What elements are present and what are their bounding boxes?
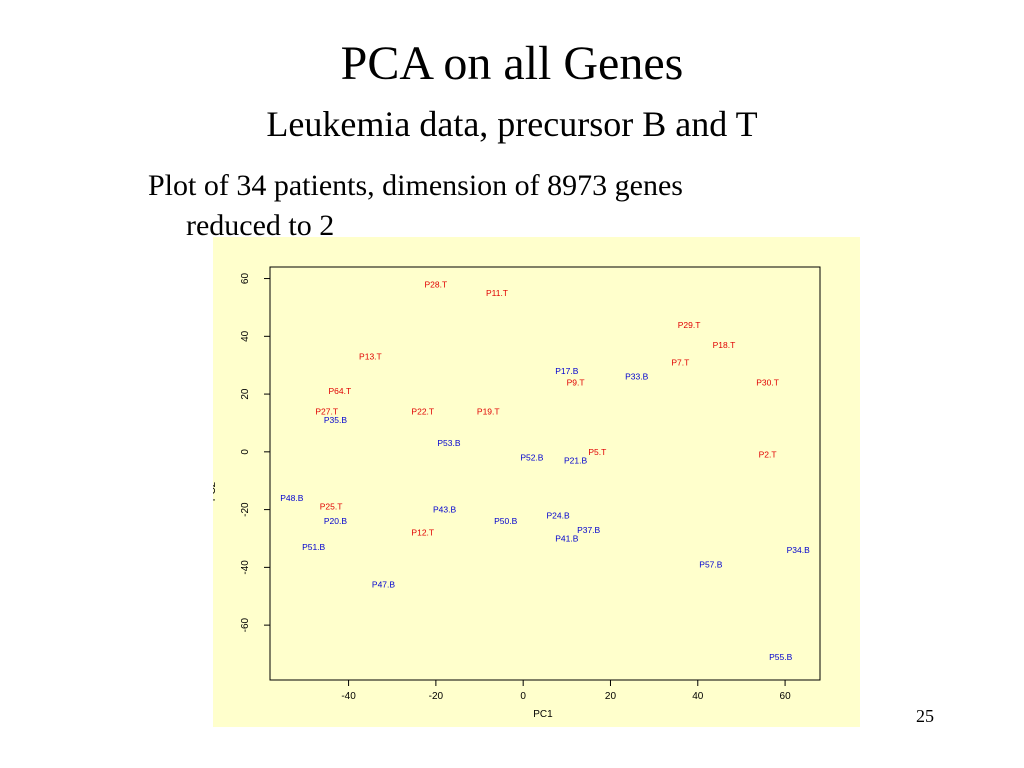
x-tick-label: 0: [520, 691, 526, 702]
point-label-p48-b: P48.B: [280, 493, 303, 503]
point-label-p33-b: P33.B: [625, 372, 648, 382]
point-label-p20-b: P20.B: [324, 516, 347, 526]
point-label-p43-b: P43.B: [433, 505, 456, 515]
point-label-p17-b: P17.B: [555, 366, 578, 376]
x-tick-label: 40: [692, 691, 704, 702]
pca-scatter-plot: -40 -20 0 20 40 60 -60 -40 -20 0 20 40 60 PC1 PC2 P28.…: [213, 237, 860, 727]
x-tick-label: 60: [780, 691, 792, 702]
point-label-p35-b: P35.B: [324, 415, 347, 425]
y-tick-label: 60: [240, 273, 251, 285]
page-number: 25: [916, 706, 934, 726]
point-label-p7-t: P7.T: [671, 357, 689, 367]
point-label-p2-t: P2.T: [759, 450, 777, 460]
slide-title: PCA on all Genes: [340, 37, 684, 90]
bullet-text: Plot of 34 patients, dimension of 8973 g…: [148, 166, 888, 246]
plot-panel-background: [213, 237, 860, 727]
point-label-p22-t: P22.T: [411, 406, 434, 416]
point-label-p9-t: P9.T: [567, 378, 585, 388]
point-label-p37-b: P37.B: [577, 525, 600, 535]
point-label-p51-b: P51.B: [302, 542, 325, 552]
point-label-p18-t: P18.T: [713, 340, 736, 350]
point-label-p24-b: P24.B: [547, 510, 570, 520]
point-label-p52-b: P52.B: [520, 453, 543, 463]
y-axis-label: PC2: [213, 481, 218, 501]
x-tick-label: -40: [341, 691, 356, 702]
point-label-p27-t: P27.T: [315, 406, 338, 416]
point-label-p13-t: P13.T: [359, 352, 382, 362]
point-label-p50-b: P50.B: [494, 516, 517, 526]
y-tick-label: 0: [240, 449, 251, 455]
point-label-p34-b: P34.B: [787, 545, 810, 555]
slide-subtitle: Leukemia data, precursor B and T: [266, 104, 758, 144]
point-label-p53-b: P53.B: [437, 438, 460, 448]
point-label-p25-t: P25.T: [320, 502, 343, 512]
point-label-p57-b: P57.B: [699, 559, 722, 569]
y-tick-label: 20: [240, 388, 251, 400]
point-label-p29-t: P29.T: [678, 320, 701, 330]
x-tick-label: -20: [429, 691, 444, 702]
point-label-p12-t: P12.T: [411, 528, 434, 538]
bullet-line-2: reduced to 2: [186, 209, 335, 242]
point-label-p30-t: P30.T: [756, 378, 779, 388]
axes-layer: -40 -20 0 20 40 60 -60 -40 -20 0 20 40 60 PC1 PC2: [213, 273, 791, 720]
y-tick-label: -60: [240, 617, 251, 632]
bullet-line-1: Plot of 34 patients, dimension of 8973 g…: [148, 169, 683, 202]
plot-frame: [269, 266, 821, 681]
point-label-p21-b: P21.B: [564, 456, 587, 466]
y-tick-label: 40: [240, 330, 251, 342]
point-label-p11-t: P11.T: [486, 288, 508, 298]
point-label-p64-t: P64.T: [328, 386, 351, 396]
y-tick-label: -40: [240, 560, 251, 575]
point-label-p5-t: P5.T: [588, 447, 606, 457]
point-label-p19-t: P19.T: [477, 406, 500, 416]
point-label-p28-t: P28.T: [425, 279, 448, 289]
point-label-p47-b: P47.B: [372, 580, 395, 590]
point-label-p41-b: P41.B: [555, 533, 578, 543]
x-axis-label: PC1: [533, 709, 553, 720]
y-tick-label: -20: [240, 502, 251, 517]
points-layer: P28.T P11.T P29.T P18.T P13.T P7.T P9.T P30.T P6…: [280, 279, 810, 662]
x-tick-label: 20: [605, 691, 617, 702]
point-label-p55-b: P55.B: [769, 652, 792, 662]
